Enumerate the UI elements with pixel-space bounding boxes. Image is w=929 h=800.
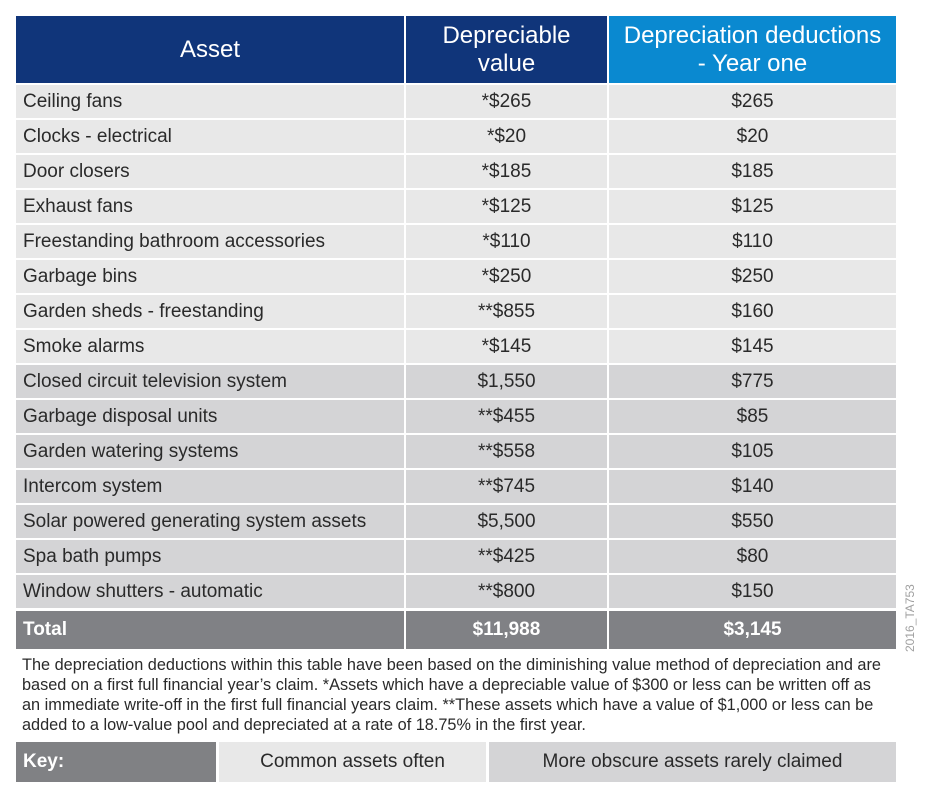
header-asset: Asset — [16, 16, 404, 83]
total-value: $11,988 — [406, 611, 607, 649]
total-deduction: $3,145 — [609, 611, 896, 649]
row-deduction-cell: $160 — [609, 295, 896, 328]
row-asset-cell: Smoke alarms — [16, 330, 404, 363]
row-deduction-cell: $85 — [609, 400, 896, 433]
row-asset-cell: Clocks - electrical — [16, 120, 404, 153]
row-deduction-cell: $185 — [609, 155, 896, 188]
row-deduction-cell: $140 — [609, 470, 896, 503]
depreciation-table: Asset Depreciable value Depreciation ded… — [16, 16, 896, 649]
row-asset-cell: Closed circuit television system — [16, 365, 404, 398]
row-deduction-cell: $20 — [609, 120, 896, 153]
footnote: The depreciation deductions within this … — [22, 656, 881, 734]
total-label: Total — [16, 611, 404, 649]
row-asset-cell: Solar powered generating system assets — [16, 505, 404, 538]
row-value-cell: *$145 — [406, 330, 607, 363]
row-deduction-cell: $105 — [609, 435, 896, 468]
row-value-cell: $1,550 — [406, 365, 607, 398]
row-asset-cell: Intercom system — [16, 470, 404, 503]
header-depreciable-value-text: Depreciable value — [442, 21, 571, 77]
row-value-cell: *$265 — [406, 85, 607, 118]
row-asset-cell: Freestanding bathroom accessories — [16, 225, 404, 258]
row-asset-cell: Ceiling fans — [16, 85, 404, 118]
row-value-cell: $5,500 — [406, 505, 607, 538]
header-deduction: Depreciation deductions - Year one — [609, 16, 896, 83]
row-value-cell: *$110 — [406, 225, 607, 258]
row-deduction-cell: $150 — [609, 575, 896, 608]
key-obscure: More obscure assets rarely claimed — [489, 742, 896, 782]
row-value-cell: *$125 — [406, 190, 607, 223]
row-asset-cell: Garden watering systems — [16, 435, 404, 468]
row-asset-cell: Garbage disposal units — [16, 400, 404, 433]
watermark: 2016_TA753 — [903, 584, 917, 652]
row-deduction-cell: $265 — [609, 85, 896, 118]
row-value-cell: **$455 — [406, 400, 607, 433]
row-value-cell: *$185 — [406, 155, 607, 188]
row-asset-cell: Exhaust fans — [16, 190, 404, 223]
row-asset-cell: Window shutters - automatic — [16, 575, 404, 608]
row-asset-cell: Spa bath pumps — [16, 540, 404, 573]
row-value-cell: *$250 — [406, 260, 607, 293]
row-asset-cell: Garbage bins — [16, 260, 404, 293]
row-value-cell: **$855 — [406, 295, 607, 328]
row-asset-cell: Door closers — [16, 155, 404, 188]
key-label: Key: — [16, 742, 216, 782]
key-legend: Key: Common assets often More obscure as… — [16, 742, 896, 782]
row-value-cell: **$558 — [406, 435, 607, 468]
row-value-cell: **$425 — [406, 540, 607, 573]
header-deduction-text: Depreciation deductions - Year one — [623, 21, 882, 77]
row-deduction-cell: $110 — [609, 225, 896, 258]
key-common: Common assets often — [219, 742, 486, 782]
row-deduction-cell: $125 — [609, 190, 896, 223]
row-deduction-cell: $250 — [609, 260, 896, 293]
row-asset-cell: Garden sheds - freestanding — [16, 295, 404, 328]
row-deduction-cell: $80 — [609, 540, 896, 573]
row-deduction-cell: $145 — [609, 330, 896, 363]
row-value-cell: *$20 — [406, 120, 607, 153]
row-value-cell: **$800 — [406, 575, 607, 608]
header-depreciable-value: Depreciable value — [406, 16, 607, 83]
row-value-cell: **$745 — [406, 470, 607, 503]
row-deduction-cell: $775 — [609, 365, 896, 398]
row-deduction-cell: $550 — [609, 505, 896, 538]
